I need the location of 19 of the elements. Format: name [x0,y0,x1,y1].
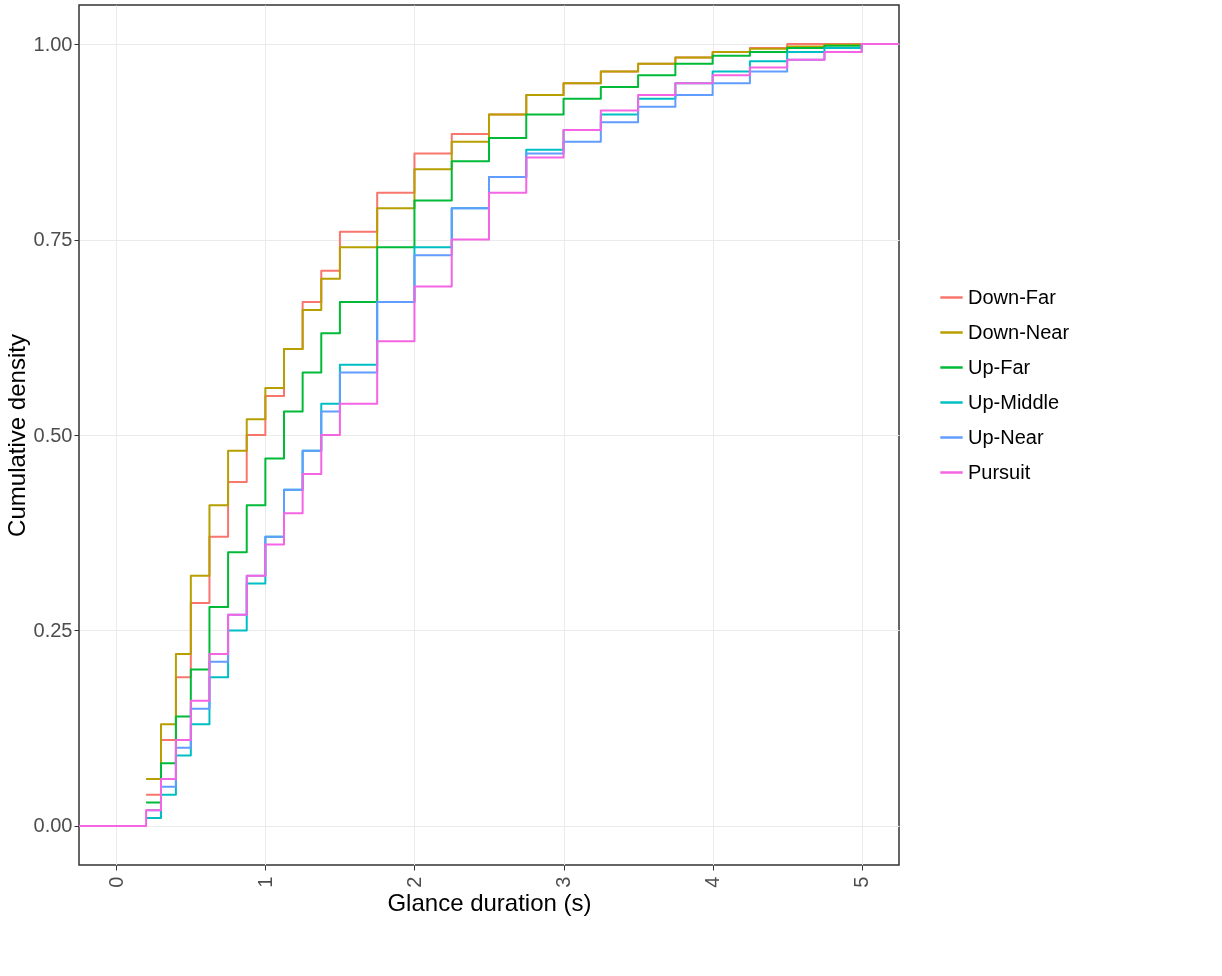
x-tick-label: 1 [253,876,276,888]
y-axis-title: Cumulative density [2,334,30,537]
legend-label: Pursuit [968,460,1031,483]
y-tick-label: 0.75 [33,228,73,251]
x-tick-label: 2 [402,876,425,888]
legend-label: Up-Middle [968,390,1060,413]
legend-label: Up-Near [968,425,1044,448]
x-tick-label: 5 [850,876,873,888]
y-tick-label: 0.25 [33,618,73,641]
legend-label: Down-Near [968,320,1070,343]
x-tick-label: 4 [701,876,724,888]
y-tick-label: 1.00 [33,32,73,55]
x-axis-title: Glance duration (s) [387,888,592,916]
legend-label: Down-Far [968,285,1057,308]
x-tick-label: 3 [552,876,575,888]
x-tick-label: 0 [104,876,127,888]
y-tick-label: 0.50 [33,423,73,446]
legend-label: Up-Far [968,355,1031,378]
y-tick-label: 0.00 [33,814,73,837]
